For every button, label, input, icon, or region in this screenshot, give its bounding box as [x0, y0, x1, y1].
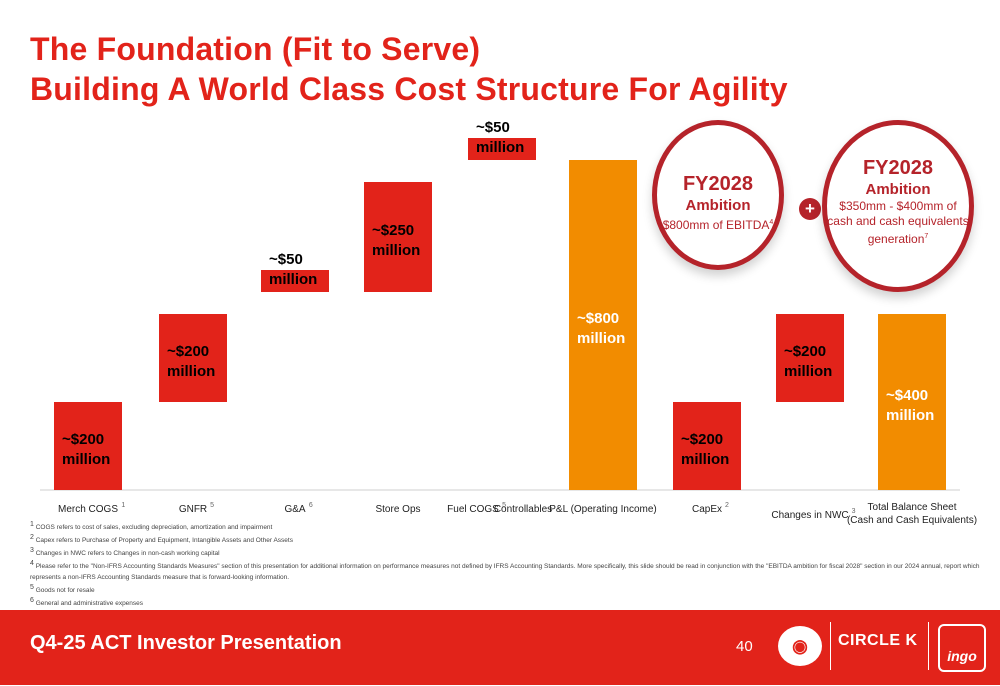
- ambition-subheading: Ambition: [685, 197, 751, 214]
- category-superscript: 5: [210, 502, 214, 509]
- ambition-circle-ebitda: FY2028 Ambition $800mm of EBITDA4: [652, 120, 784, 270]
- page-number: 40: [736, 638, 753, 655]
- ambition-heading: FY2028: [682, 173, 754, 195]
- bar-value-label: ~$200 million: [784, 343, 832, 380]
- category-label: GNFR: [179, 504, 207, 515]
- circle-k-logo-icon: CIRCLE K: [838, 632, 918, 649]
- ambition-circle-cash: FY2028 Ambition $350mm - $400mm of cash …: [822, 120, 974, 292]
- ambition-body: $800mm of EBITDA4: [662, 218, 774, 232]
- category-label: CapEx: [692, 504, 722, 515]
- waterfall-chart: ~$200 million ~$200 million ~$50 million ~$250…: [40, 119, 977, 526]
- category-label: Fuel COGS: [447, 504, 499, 515]
- category-superscript: 1: [121, 502, 125, 509]
- bar-value-label: ~$250 million: [372, 222, 420, 259]
- slide-title-line1: The Foundation (Fit to Serve): [30, 31, 481, 67]
- footnote: 1 COGS refers to cost of sales, excludin…: [30, 521, 273, 532]
- bar-value-label: ~$200 million: [167, 343, 215, 380]
- footnote: 2 Capex refers to Purchase of Property a…: [30, 534, 293, 545]
- bar-value-label: ~$400 million: [886, 387, 934, 424]
- ingo-logo-icon: ingo: [938, 624, 986, 672]
- bar-value-label: ~$50 million: [269, 251, 317, 288]
- ambition-subheading: Ambition: [865, 181, 931, 198]
- category-label: G&A: [284, 504, 305, 515]
- category-label: Changes in NWC: [771, 510, 848, 521]
- bar-p-l-operating-income-: [569, 160, 637, 490]
- logo-divider: [830, 622, 831, 670]
- ambition-heading: FY2028: [862, 157, 934, 179]
- bar-merch-cogs: [54, 402, 122, 490]
- ambition-body: $350mm - $400mm of cash and cash equival…: [827, 199, 969, 246]
- category-superscript: 3: [852, 508, 856, 515]
- bar-changes-in-nwc: [776, 314, 844, 402]
- category-label: Total Balance Sheet (Cash and Cash Equiva…: [847, 502, 977, 526]
- couche-tard-logo-icon: ◉: [778, 626, 822, 666]
- category-label: Store Ops: [375, 504, 420, 515]
- bar-store-ops: [364, 182, 432, 292]
- bar-value-label: ~$50 million: [476, 119, 524, 156]
- category-superscript: 5: [502, 502, 506, 509]
- category-superscript: 2: [725, 502, 729, 509]
- bar-fuel-cogs-controllables: [468, 138, 536, 160]
- category-label: P&L (Operating Income): [549, 504, 656, 515]
- logo-divider: [928, 622, 929, 670]
- footnote: 6 General and administrative expenses: [30, 596, 144, 607]
- slide-title-line2: Building A World Class Cost Structure Fo…: [30, 71, 788, 107]
- category-label: Controllables: [494, 504, 552, 515]
- bar-total-balance-sheet-cash-and-cash-equivalents-: [878, 314, 946, 490]
- footnote: 5 Goods not for resale: [30, 583, 95, 594]
- category-label: Merch COGS: [58, 504, 118, 515]
- footnote: 4 Please refer to the "Non-IFRS Accounti…: [30, 560, 980, 581]
- bar-value-label: ~$800 million: [577, 310, 625, 347]
- bar-value-label: ~$200 million: [62, 431, 110, 468]
- bar-g-a: [261, 270, 329, 292]
- footer-bar: Q4-25 ACT Investor Presentation 40 ◉ CIR…: [0, 610, 1000, 685]
- footnote: 3 Changes in NWC refers to Changes in no…: [30, 547, 220, 558]
- category-superscript: 6: [309, 502, 313, 509]
- presentation-title: Q4-25 ACT Investor Presentation: [30, 632, 342, 654]
- bar-capex: [673, 402, 741, 490]
- bar-gnfr: [159, 314, 227, 402]
- plus-icon: +: [799, 198, 821, 220]
- footnotes: 1 COGS refers to cost of sales, excludin…: [30, 520, 980, 622]
- bar-value-label: ~$200 million: [681, 431, 729, 468]
